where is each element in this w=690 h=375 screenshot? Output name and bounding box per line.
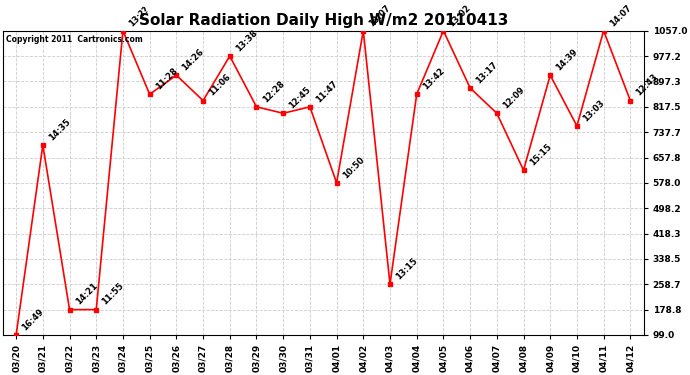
Text: 13:02: 13:02 — [448, 3, 473, 28]
Text: 13:42: 13:42 — [421, 66, 446, 92]
Text: 13:03: 13:03 — [581, 98, 607, 123]
Text: 14:35: 14:35 — [47, 117, 72, 142]
Text: 16:49: 16:49 — [20, 307, 46, 332]
Text: 11:06: 11:06 — [207, 72, 233, 98]
Text: 13:15: 13:15 — [394, 256, 420, 282]
Text: 14:26: 14:26 — [181, 47, 206, 72]
Text: 13:38: 13:38 — [234, 28, 259, 53]
Text: 13:17: 13:17 — [474, 60, 500, 85]
Text: 14:21: 14:21 — [74, 282, 99, 307]
Text: 14:39: 14:39 — [554, 47, 580, 72]
Text: 12:09: 12:09 — [501, 86, 526, 111]
Text: 10:50: 10:50 — [341, 155, 366, 180]
Text: 11:47: 11:47 — [314, 79, 339, 104]
Text: 12:43: 12:43 — [635, 72, 660, 98]
Text: 13:??: 13:?? — [127, 4, 151, 28]
Text: 14:07: 14:07 — [608, 3, 633, 28]
Text: 15:15: 15:15 — [528, 142, 553, 167]
Text: 12:45: 12:45 — [287, 85, 313, 111]
Text: 11:55: 11:55 — [101, 282, 126, 307]
Title: Solar Radiation Daily High W/m2 20110413: Solar Radiation Daily High W/m2 20110413 — [139, 13, 508, 28]
Text: Copyright 2011  Cartronics.com: Copyright 2011 Cartronics.com — [6, 35, 143, 44]
Text: 12:28: 12:28 — [261, 79, 286, 104]
Text: 11:28: 11:28 — [154, 66, 179, 92]
Text: 13:07: 13:07 — [368, 3, 393, 28]
